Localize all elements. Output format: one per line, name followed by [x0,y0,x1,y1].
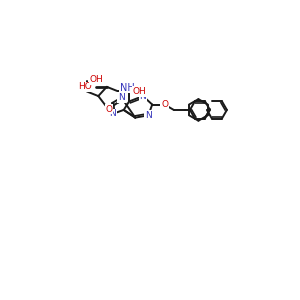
Text: N: N [140,92,146,100]
Text: N: N [118,93,125,102]
Text: N: N [110,109,116,118]
Text: O: O [106,105,112,114]
Text: NH₂: NH₂ [120,82,138,93]
Text: OH: OH [133,87,147,96]
Text: HO: HO [78,82,92,91]
Text: OH: OH [90,75,104,84]
Text: O: O [161,100,168,109]
Text: N: N [145,111,152,120]
